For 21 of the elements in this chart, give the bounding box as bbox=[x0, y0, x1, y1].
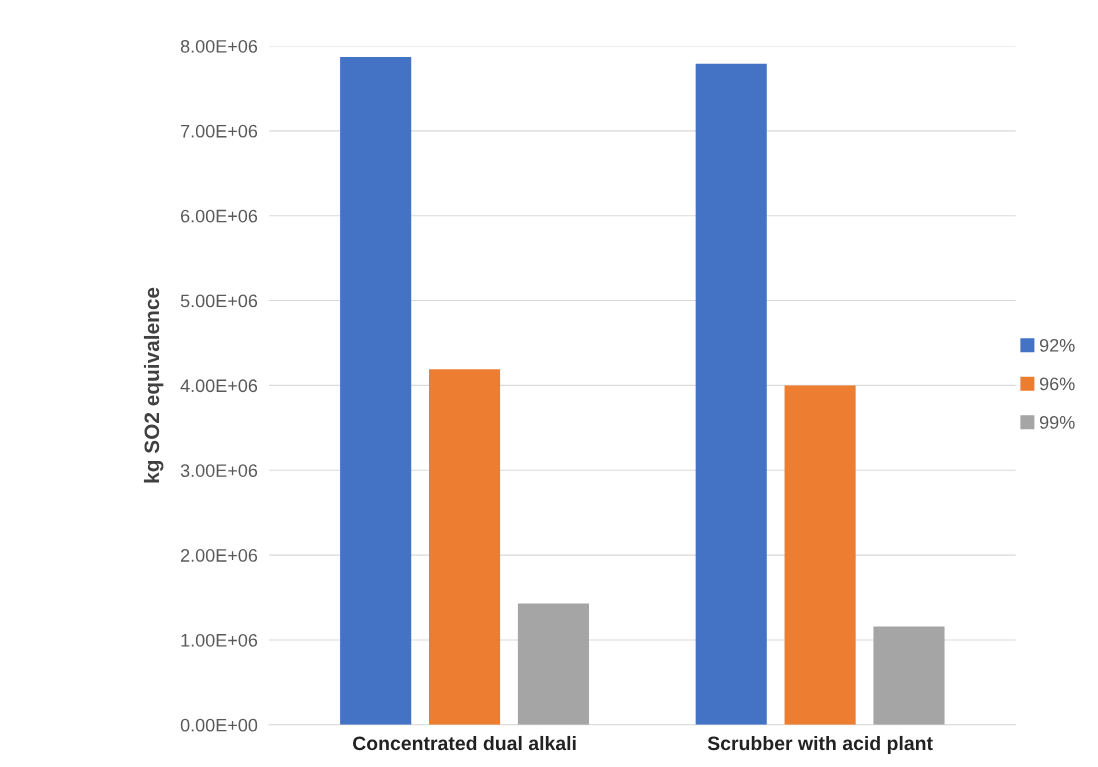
legend-label: 92% bbox=[1039, 338, 1075, 352]
y-tick-label: 1.00E+06 bbox=[181, 633, 258, 647]
bar bbox=[784, 385, 856, 725]
legend-label: 99% bbox=[1039, 415, 1075, 429]
y-axis-title: kg SO2 equivalence bbox=[143, 287, 164, 483]
y-tick-label: 8.00E+06 bbox=[180, 39, 258, 53]
y-tick-label: 2.00E+06 bbox=[181, 549, 258, 562]
y-tick-label: 6.00E+06 bbox=[181, 209, 258, 223]
legend-label: 96% bbox=[1039, 377, 1075, 391]
y-tick-label: 4.00E+06 bbox=[180, 379, 258, 393]
bar bbox=[517, 603, 589, 725]
y-tick-label: 0.00E+00 bbox=[180, 718, 258, 732]
bar bbox=[340, 57, 412, 725]
y-tick-label: 7.00E+06 bbox=[181, 124, 258, 138]
y-tick-label: 5.00E+06 bbox=[180, 294, 258, 308]
bar bbox=[429, 369, 501, 725]
x-tick-label: Scrubber with acid plant bbox=[707, 735, 933, 755]
bar bbox=[873, 626, 945, 725]
y-tick-label: 3.00E+06 bbox=[180, 464, 258, 477]
bar bbox=[695, 63, 767, 725]
x-tick-label: Concentrated dual alkali bbox=[352, 735, 576, 751]
